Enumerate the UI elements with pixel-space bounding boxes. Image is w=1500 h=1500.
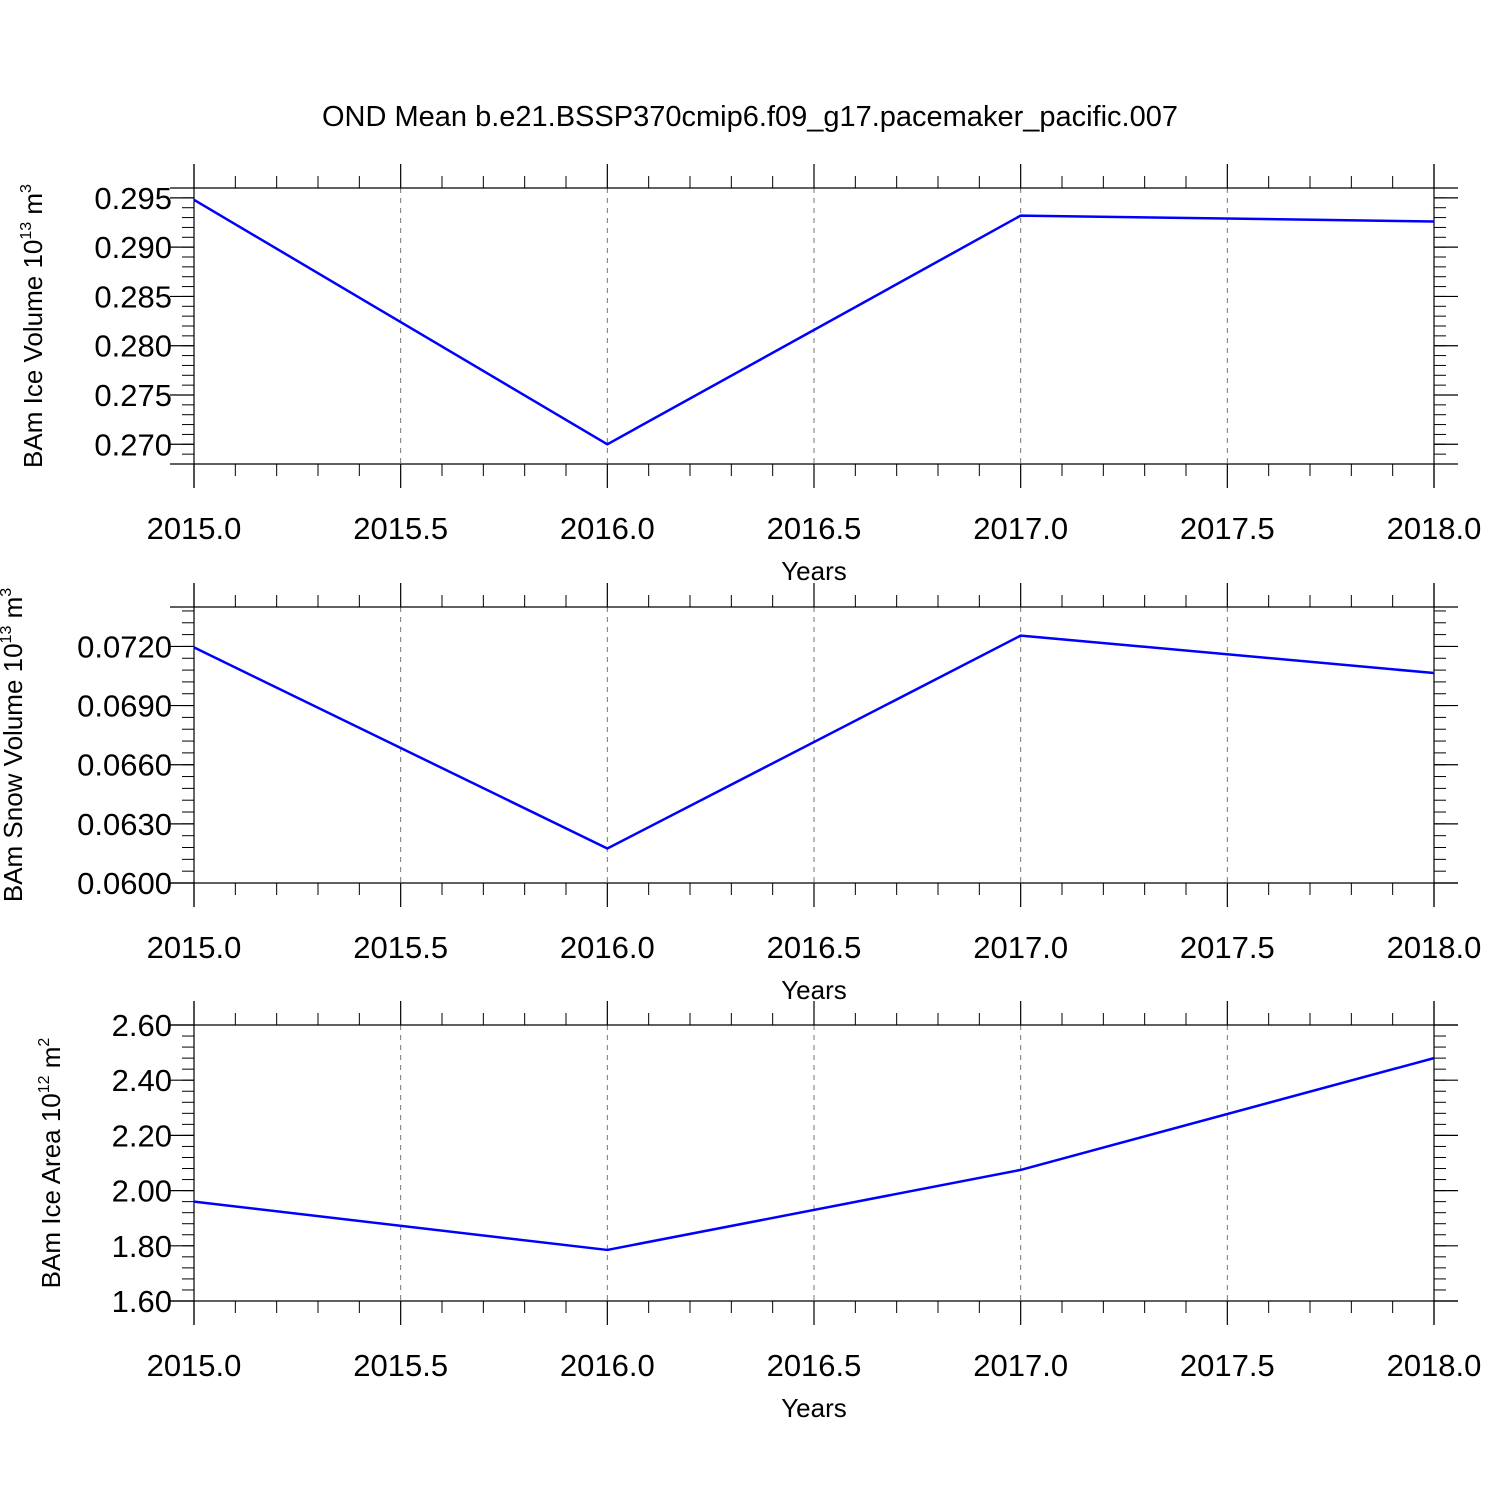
y-axis-label-unit: m — [18, 193, 48, 222]
chart-panel-1: 2015.0 2015.5 2016.0 2016.5 2017.0 2017.5 2018… — [18, 164, 1481, 586]
y-axis-label-exponent: 12 — [36, 1075, 53, 1093]
panels: 2015.0 2015.5 2016.0 2016.5 2017.0 2017.5 2018… — [0, 164, 1481, 1423]
x-tick-label: 2018.0 — [1387, 930, 1482, 965]
y-tick-label: 2.20 — [112, 1118, 172, 1153]
y-tick-label: 0.285 — [94, 279, 172, 314]
y-axis-label: BAm Snow Volume 1013 m3 — [0, 588, 28, 902]
y-axis-label-text: BAm Snow Volume 10 — [0, 643, 28, 902]
y-axis-label-exponent: 13 — [18, 222, 35, 240]
x-tick-label: 2015.0 — [147, 930, 242, 965]
series-line — [193, 634, 1435, 850]
x-tick-label: 2015.5 — [353, 930, 448, 965]
x-tick-label: 2015.0 — [147, 511, 242, 546]
series-line — [193, 1056, 1435, 1252]
x-axis-label: Years — [781, 975, 847, 1005]
y-tick-label: 0.290 — [94, 230, 172, 265]
y-axis-label-exponent: 13 — [0, 626, 15, 644]
y-axis-label-text: BAm Ice Area 10 — [36, 1093, 66, 1288]
x-tick-label: 2015.5 — [353, 511, 448, 546]
y-axis-label: BAm Ice Volume 1013 m3 — [18, 184, 48, 468]
y-axis-label-unit-exponent: 3 — [18, 184, 35, 193]
x-axis-label: Years — [781, 1393, 847, 1423]
y-axis-label-unit: m — [36, 1047, 66, 1076]
x-tick-label: 2016.5 — [767, 1348, 862, 1383]
x-axis-label: Years — [781, 556, 847, 586]
x-tick-label: 2017.5 — [1180, 930, 1275, 965]
y-tick-label: 2.00 — [112, 1174, 172, 1209]
series-line — [193, 198, 1435, 446]
x-tick-label: 2017.5 — [1180, 1348, 1275, 1383]
y-tick-label: 2.40 — [112, 1063, 172, 1098]
y-tick-label: 0.280 — [94, 329, 172, 364]
x-tick-label: 2017.0 — [973, 1348, 1068, 1383]
chart-title: OND Mean b.e21.BSSP370cmip6.f09_g17.pace… — [322, 101, 1178, 133]
y-tick-label: 0.0720 — [77, 629, 172, 664]
chart-panel-2: 2015.0 2015.5 2016.0 2016.5 2017.0 2017.5 2018… — [0, 583, 1481, 1005]
y-tick-label: 1.80 — [112, 1229, 172, 1264]
y-axis-label-text: BAm Ice Volume 10 — [18, 240, 48, 468]
x-tick-label: 2016.5 — [767, 511, 862, 546]
y-tick-label: 0.0600 — [77, 866, 172, 901]
y-tick-label: 0.270 — [94, 427, 172, 462]
y-axis-label-unit-exponent: 2 — [36, 1038, 53, 1047]
x-tick-label: 2018.0 — [1387, 1348, 1482, 1383]
x-tick-label: 2017.0 — [973, 930, 1068, 965]
y-axis-label: BAm Ice Area 1012 m2 — [36, 1038, 66, 1289]
y-tick-label: 1.60 — [112, 1284, 172, 1319]
y-tick-label: 2.60 — [112, 1008, 172, 1043]
y-axis-label-unit-exponent: 3 — [0, 588, 15, 597]
x-tick-label: 2015.0 — [147, 1348, 242, 1383]
y-tick-label: 0.0690 — [77, 689, 172, 724]
y-axis-label-unit: m — [0, 597, 28, 626]
y-tick-label: 0.295 — [94, 181, 172, 216]
x-tick-label: 2016.0 — [560, 930, 655, 965]
y-tick-label: 0.0630 — [77, 807, 172, 842]
x-tick-label: 2017.5 — [1180, 511, 1275, 546]
x-tick-label: 2016.5 — [767, 930, 862, 965]
x-tick-label: 2016.0 — [560, 511, 655, 546]
x-tick-label: 2017.0 — [973, 511, 1068, 546]
y-tick-label: 0.0660 — [77, 748, 172, 783]
y-tick-label: 0.275 — [94, 378, 172, 413]
x-tick-label: 2016.0 — [560, 1348, 655, 1383]
chart-panel-3: 2015.0 2015.5 2016.0 2016.5 2017.0 2017.5 2018… — [36, 1001, 1481, 1423]
x-tick-label: 2018.0 — [1387, 511, 1482, 546]
x-tick-label: 2015.5 — [353, 1348, 448, 1383]
